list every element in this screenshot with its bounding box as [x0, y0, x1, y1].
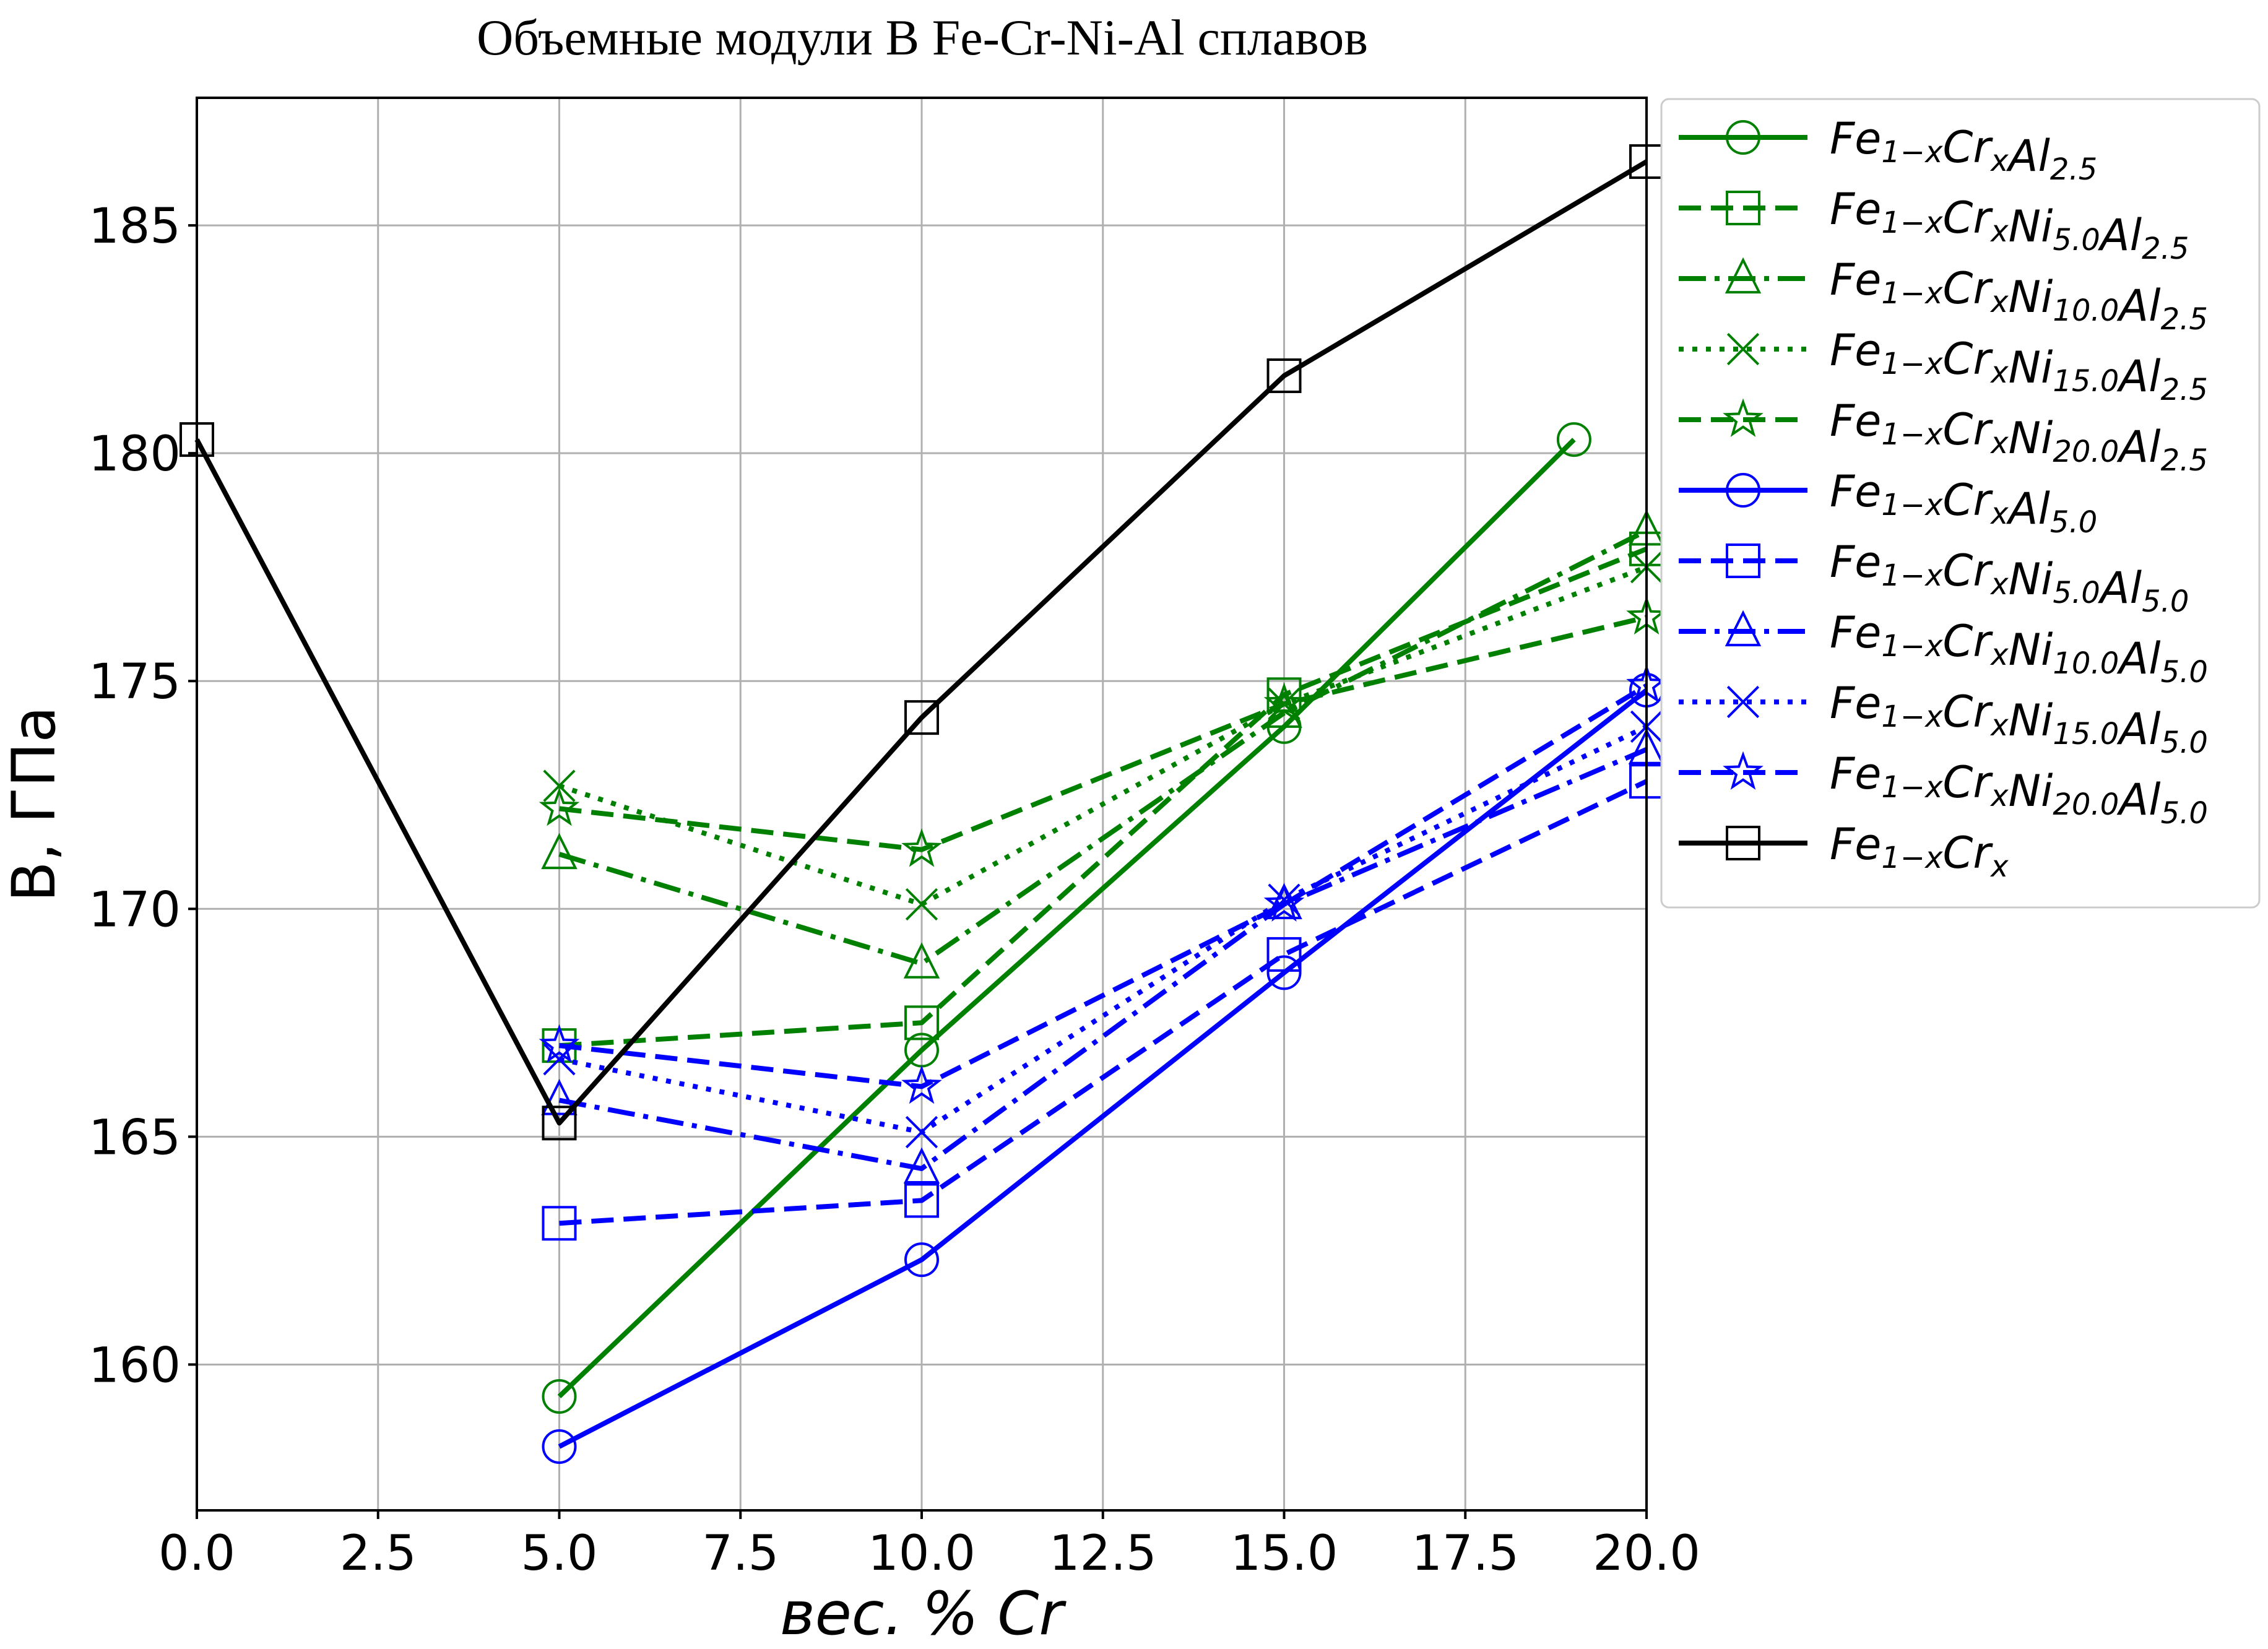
legend-label: Fe1−xCrxNi20.0Al2.5: [1830, 396, 2208, 478]
data-point: [1266, 937, 1302, 972]
legend-marker: [1726, 685, 1760, 719]
chart-title: Объемные модули B Fe-Cr-Ni-Al сплавов: [477, 9, 1368, 66]
legend-label: Fe1−xCrxNi5.0Al5.0: [1830, 537, 2189, 619]
series-line: [557, 438, 1576, 1398]
legend-marker: [1726, 826, 1760, 860]
data-point: [904, 1183, 939, 1218]
data-point: [901, 1065, 942, 1104]
series-line: [558, 528, 1648, 966]
data-point: [1263, 682, 1305, 721]
legend-label: Fe1−xCrxNi20.0Al5.0: [1830, 748, 2208, 831]
data-point: [901, 828, 942, 867]
data-point: [904, 1242, 939, 1278]
legend-label: Fe1−xCrxNi5.0Al2.5: [1830, 184, 2189, 266]
x-tick-label: 0.0: [158, 1526, 235, 1582]
series-0: [542, 422, 1591, 1414]
legend-marker: [1726, 191, 1760, 225]
legend-item: Fe1−xCrxNi15.0Al2.5: [1679, 325, 2208, 407]
series-line: [559, 547, 1648, 1049]
legend-marker: [1726, 120, 1760, 155]
y-tick-label: 160: [89, 1338, 181, 1393]
legend-marker: [1726, 332, 1760, 366]
data-point: [539, 1024, 580, 1063]
x-tick-label: 5.0: [521, 1526, 597, 1582]
series-line: [194, 159, 1648, 1126]
x-tick-label: 20.0: [1593, 1526, 1700, 1582]
legend-item: Fe1−xCrxNi10.0Al2.5: [1679, 254, 2208, 337]
x-tick-label: 17.5: [1411, 1526, 1519, 1582]
legend-item: Fe1−xCrxAl5.0: [1679, 466, 2097, 540]
legend-box: [1660, 98, 2261, 909]
series-line: [558, 747, 1648, 1171]
legend-marker: [1723, 751, 1764, 790]
series-line: [559, 615, 1647, 852]
data-point: [904, 700, 939, 735]
legend-item: Fe1−xCrx: [1679, 819, 2009, 884]
y-tick-label: 185: [89, 199, 181, 254]
data-point: [1556, 422, 1591, 457]
legend-label: Fe1−xCrxNi15.0Al2.5: [1830, 325, 2208, 407]
legend-label: Fe1−xCrxNi10.0Al2.5: [1830, 254, 2208, 337]
x-tick-label: 7.5: [702, 1526, 779, 1582]
legend-label: Fe1−xCrx: [1830, 819, 2009, 884]
data-point: [1263, 883, 1305, 922]
data-point: [543, 769, 576, 802]
x-tick-label: 10.0: [868, 1526, 976, 1582]
data-point: [539, 787, 580, 826]
legend-item: Fe1−xCrxNi20.0Al2.5: [1679, 396, 2208, 478]
series-line: [558, 688, 1648, 1449]
legend-marker: [1725, 257, 1762, 294]
data-point: [542, 1429, 577, 1464]
data-point: [903, 942, 940, 979]
data-point: [541, 833, 578, 870]
series-line: [559, 779, 1648, 1226]
data-point: [542, 1378, 577, 1414]
series-layer: [180, 144, 1667, 1464]
y-tick-label: 165: [89, 1110, 181, 1166]
legend-label: Fe1−xCrxNi15.0Al5.0: [1830, 678, 2208, 760]
x-tick-label: 12.5: [1049, 1526, 1157, 1582]
legend-marker: [1726, 473, 1760, 508]
legend-marker: [1726, 543, 1760, 578]
legend-item: Fe1−xCrxNi5.0Al2.5: [1679, 184, 2189, 266]
data-point: [542, 1106, 577, 1141]
data-point: [903, 1147, 940, 1184]
y-axis-label: B, ГПа: [0, 706, 69, 902]
x-tick-label: 2.5: [340, 1526, 417, 1582]
legend-label: Fe1−xCrxNi10.0Al5.0: [1830, 607, 2208, 690]
y-tick-label: 175: [89, 654, 181, 710]
axis-ticks: 0.0 2.5 5.0 7.5 10.0 12.5 15.0 17.5 20.0 160 165 17…: [89, 199, 1700, 1582]
data-point: [904, 1005, 939, 1041]
series-5: [542, 672, 1664, 1464]
legend-item: Fe1−xCrxNi10.0Al5.0: [1679, 607, 2208, 690]
series-line: [559, 683, 1648, 1089]
grid: [196, 98, 1648, 1510]
legend-marker: [1725, 610, 1762, 647]
legend-item: Fe1−xCrxNi15.0Al5.0: [1679, 678, 2208, 760]
series-9: [539, 664, 1667, 1104]
series-line: [558, 565, 1648, 907]
x-tick-label: 15.0: [1231, 1526, 1338, 1582]
x-axis-label: вес. % Cr: [780, 1579, 1067, 1648]
data-point: [542, 1206, 577, 1241]
legend: Fe1−xCrxAl2.5Fe1−xCrxNi5.0Al2.5Fe1−xCrxN…: [1660, 98, 2261, 909]
legend-label: Fe1−xCrxAl5.0: [1830, 466, 2097, 540]
data-point: [541, 1079, 578, 1115]
data-point: [1266, 955, 1302, 990]
data-point: [905, 1115, 938, 1149]
y-tick-label: 170: [89, 882, 181, 938]
legend-item: Fe1−xCrxNi5.0Al5.0: [1679, 537, 2189, 619]
legend-marker: [1723, 398, 1764, 437]
data-point: [905, 888, 938, 921]
legend-item: Fe1−xCrxNi20.0Al5.0: [1679, 748, 2208, 831]
legend-label: Fe1−xCrxAl2.5: [1830, 113, 2097, 187]
legend-item: Fe1−xCrxAl2.5: [1679, 113, 2097, 187]
data-point: [1266, 358, 1302, 394]
y-tick-label: 180: [89, 426, 181, 482]
